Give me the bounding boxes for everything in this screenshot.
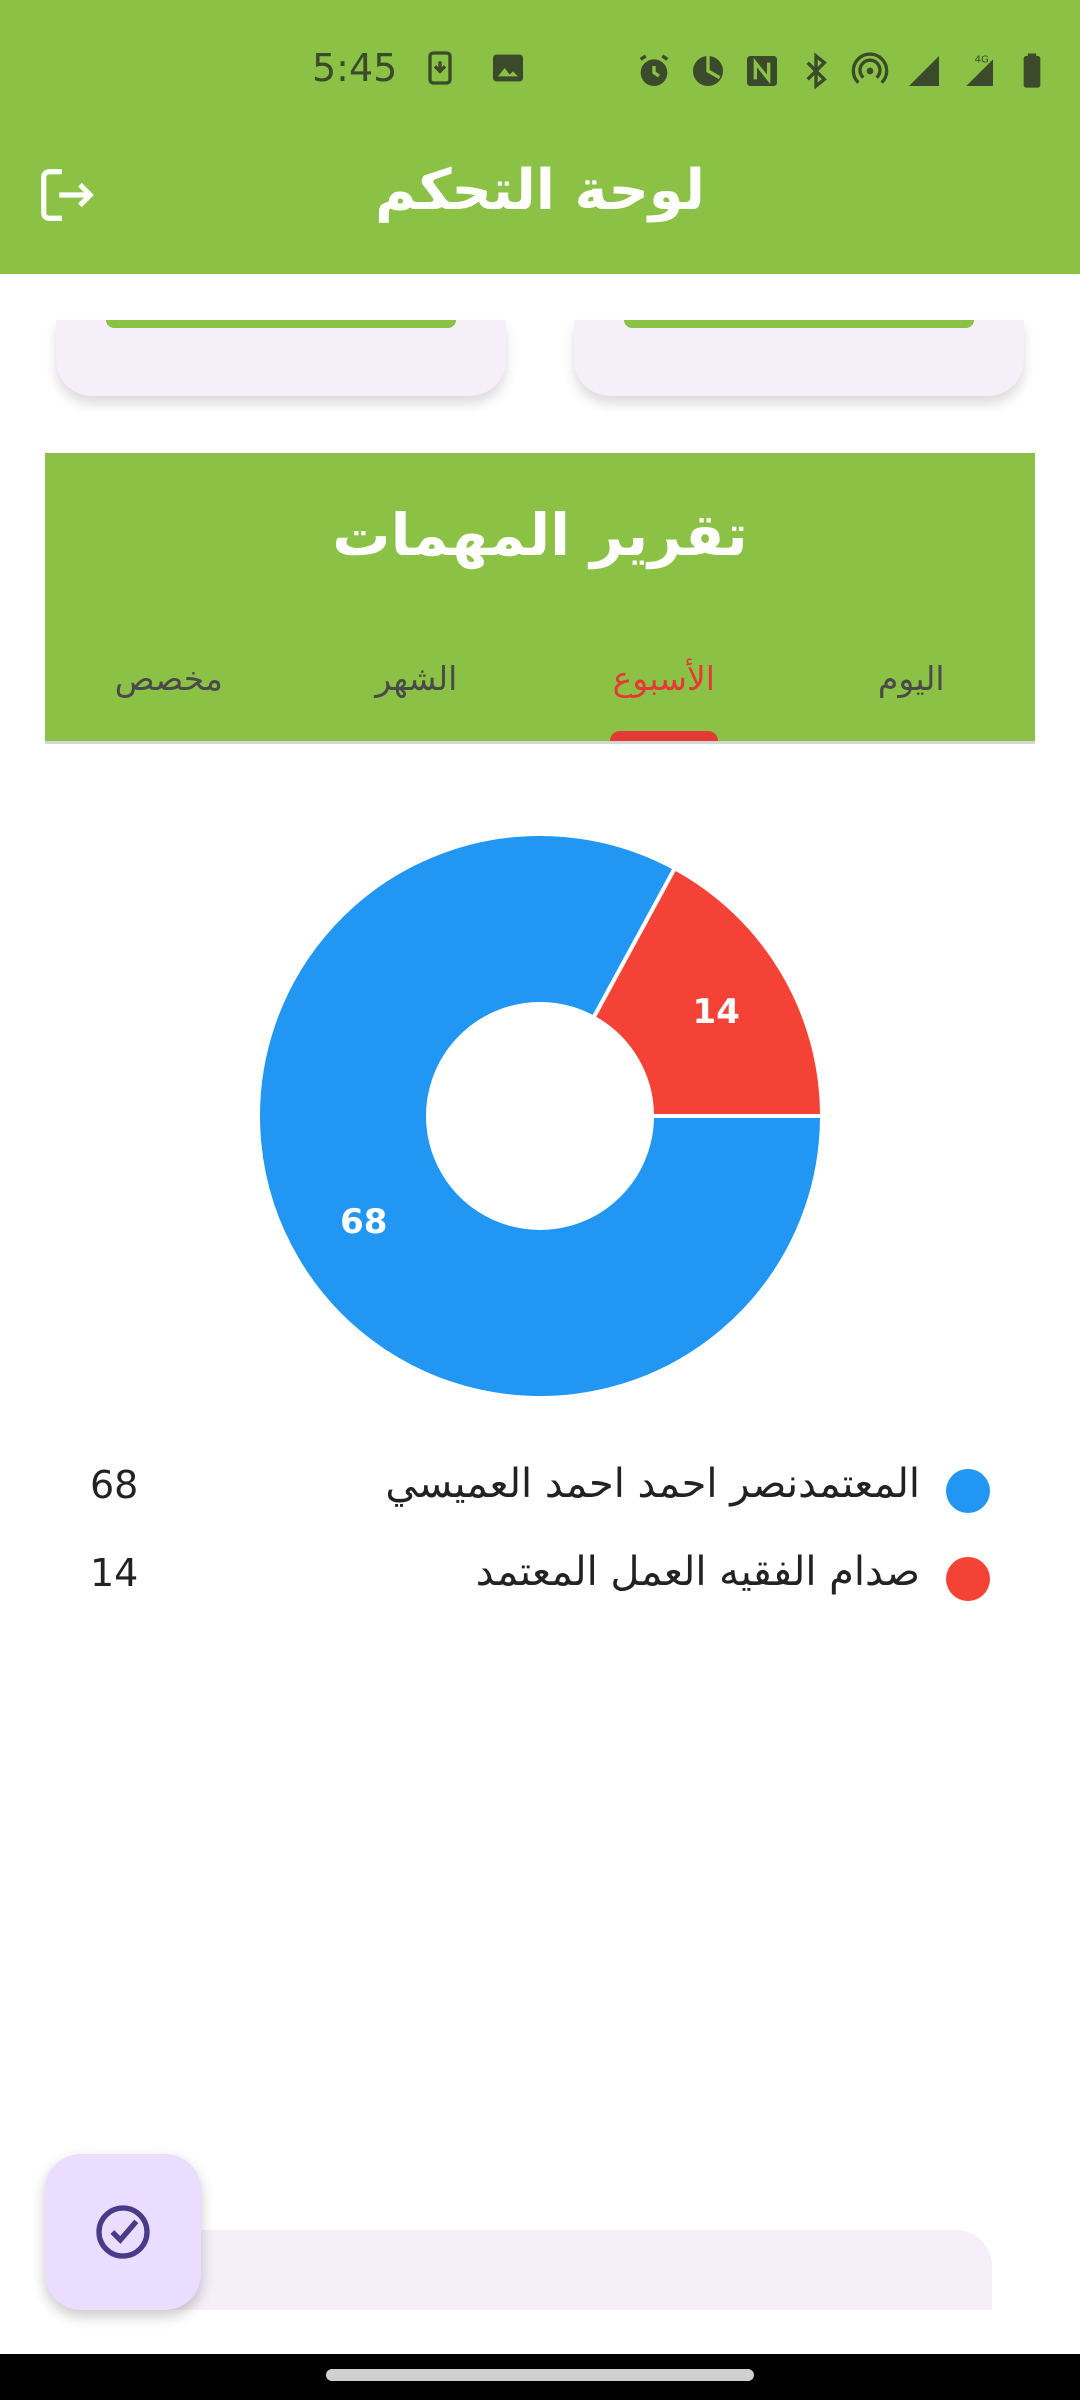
legend-item: صدام الفقيه العمل المعتمد 14 [0, 1543, 1080, 1631]
donut-slice[interactable] [256, 832, 825, 1400]
donut-slice[interactable] [590, 865, 825, 1118]
legend-label: صدام الفقيه العمل المعتمد [475, 1549, 920, 1595]
fab-button[interactable] [45, 2154, 201, 2310]
bottom-card [150, 2230, 992, 2310]
tab-custom[interactable]: مخصص [114, 659, 223, 698]
tab-month[interactable]: الشهر [375, 659, 458, 698]
legend-color-dot [946, 1469, 990, 1513]
bluetooth-icon [796, 51, 836, 91]
nfc-icon [742, 51, 782, 91]
tasks-donut-chart: 14 68 [256, 832, 825, 1400]
tab-week[interactable]: الأسبوع [540, 649, 788, 741]
legend-value: 68 [90, 1463, 139, 1507]
chart-legend: المعتمدنصر احمد احمد العميسي 68 صدام الف… [0, 1455, 1080, 1631]
slice-value-label: 68 [340, 1202, 387, 1242]
gesture-handle[interactable] [326, 2369, 754, 2381]
summary-card-left[interactable] [56, 320, 506, 396]
data-saver-icon [688, 51, 728, 91]
period-tabs: اليوم الأسبوع الشهر مخصص [45, 649, 1035, 741]
network-label: 4G [975, 55, 989, 66]
tab-today[interactable]: اليوم [877, 659, 945, 698]
signal-icon [904, 51, 944, 91]
battery-icon [1012, 51, 1052, 91]
status-time: 5:45 [312, 46, 398, 90]
legend-value: 14 [90, 1551, 139, 1595]
tasks-report-panel: تقرير المهمات اليوم الأسبوع الشهر مخصص [45, 453, 1035, 744]
slice-value-label: 14 [693, 992, 740, 1032]
legend-label: المعتمدنصر احمد احمد العميسي [385, 1461, 920, 1507]
legend-item: المعتمدنصر احمد احمد العميسي 68 [0, 1455, 1080, 1543]
4g-signal-icon: 4G [958, 51, 998, 91]
logout-icon[interactable] [36, 164, 98, 226]
alarm-icon [634, 51, 674, 91]
tabs-divider [45, 741, 1035, 744]
status-system-icons: 4G [634, 46, 1052, 96]
download-notification-icon [420, 48, 460, 88]
hotspot-icon [850, 51, 890, 91]
report-title: تقرير المهمات [332, 501, 748, 569]
status-notification-icons [420, 48, 528, 88]
legend-color-dot [946, 1557, 990, 1601]
summary-card-right[interactable] [574, 320, 1024, 396]
page-title: لوحة التحكم [375, 158, 705, 223]
card-button-edge[interactable] [106, 320, 456, 328]
top-app-bar [0, 0, 1080, 274]
card-button-edge[interactable] [624, 320, 974, 328]
check-circle-icon [96, 2205, 150, 2259]
image-notification-icon [488, 48, 528, 88]
